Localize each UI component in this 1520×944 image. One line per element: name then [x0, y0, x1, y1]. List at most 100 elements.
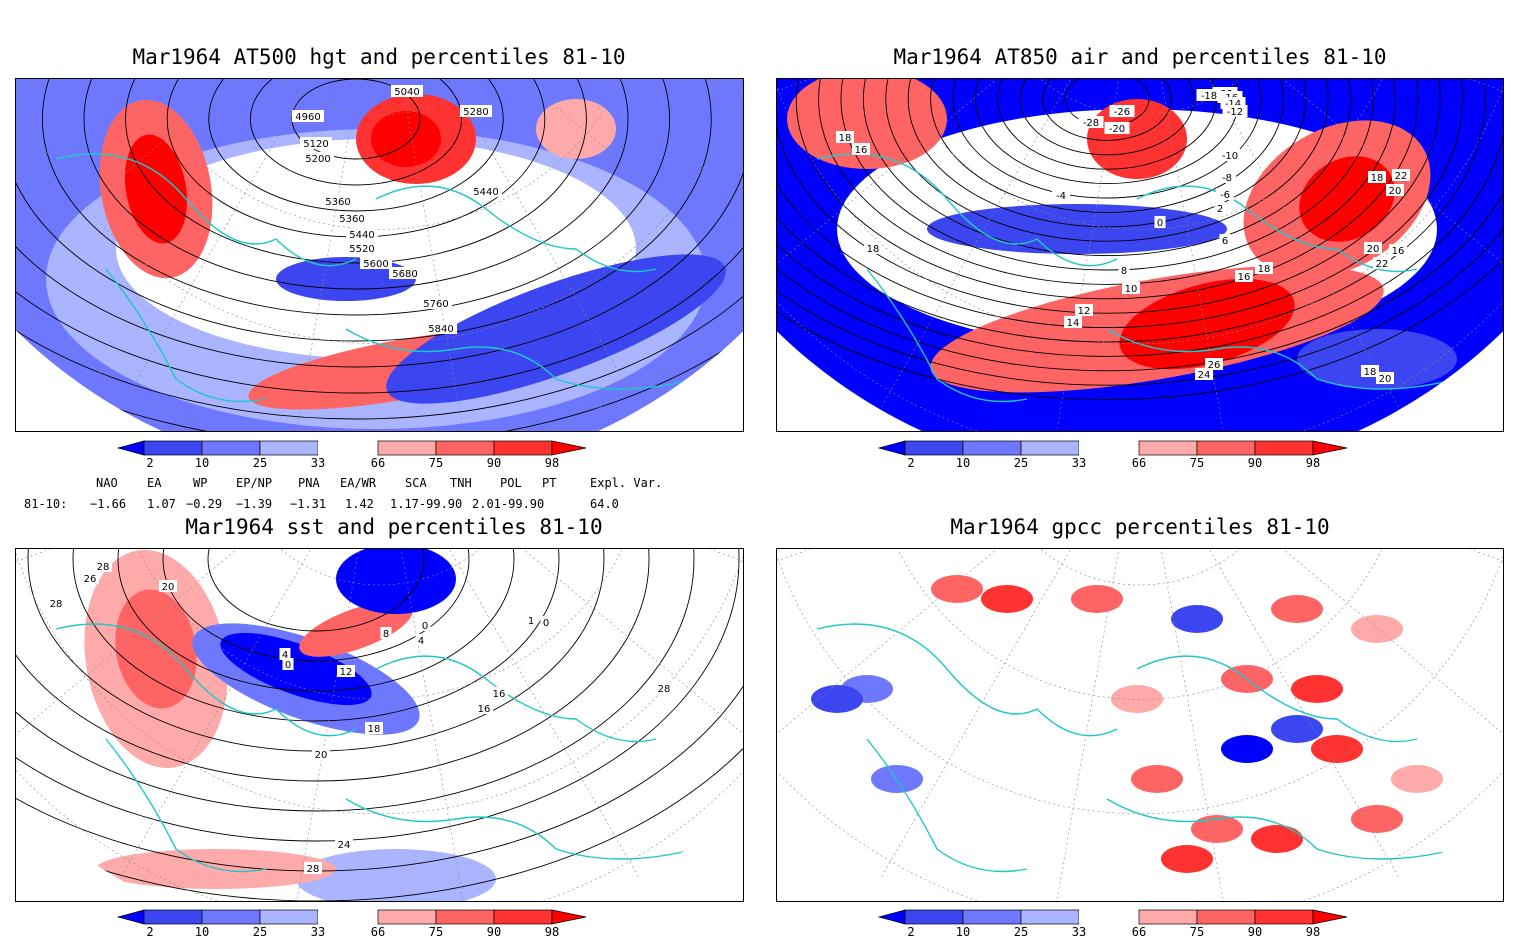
bl-contour-label: 0: [543, 618, 549, 629]
tr-label-bg: [1196, 89, 1222, 101]
bl-contour-label: 16: [493, 689, 506, 700]
colorbar-top-right: 2 10 25 33 66 75 90 98: [861, 437, 1421, 475]
longitude-gridline: [119, 79, 381, 410]
coastline: [55, 153, 357, 267]
contour-line: [777, 79, 1503, 401]
tl-label-bg: [360, 257, 392, 269]
colorbar-swatch: [1196, 909, 1256, 925]
bl-contour-label: 28: [307, 864, 320, 875]
bl-label-bg: [475, 702, 493, 714]
tr-label-bg: [1195, 368, 1213, 380]
bl-label-bg: [304, 862, 322, 874]
bl-label-bg: [335, 838, 353, 850]
bl-label-bg: [365, 722, 383, 734]
colorbar-top-left: 2 10 25 33 66 75 90 98: [100, 437, 660, 475]
bl-contour-label: 4: [282, 650, 288, 661]
longitude-gridline: [1139, 79, 1231, 431]
precip-anomaly-patch: [1271, 715, 1323, 743]
anomaly-high-west-core: [124, 134, 188, 244]
precip-anomaly-patch: [1161, 845, 1213, 873]
colorbar-swatch: [377, 909, 437, 925]
tr-contour-label: 10: [1125, 284, 1138, 295]
anomaly-low-south: [296, 849, 496, 901]
index-value-ea: 1.07: [147, 497, 176, 511]
contour-line: [777, 79, 1503, 372]
index-header-explvar: Expl. Var.: [590, 476, 663, 490]
colorbar-tick-label: 10: [195, 456, 209, 470]
longitude-gridline: [1049, 79, 1141, 431]
tr-contour-label: 18: [1258, 264, 1271, 275]
longitude-gridline: [1139, 549, 1231, 901]
bl-contour-label: 26: [84, 574, 97, 585]
precip-anomaly-patch: [1351, 805, 1403, 833]
precip-anomaly-patch: [1271, 595, 1323, 623]
bl-label-bg: [94, 560, 112, 572]
colorbar-tick-label: 75: [429, 925, 443, 939]
tr-contour-label: 20: [1389, 186, 1402, 197]
contour-line: [83, 79, 629, 290]
colorbar-tick-label: 98: [545, 925, 559, 939]
colorbar-tick-label: 98: [545, 456, 559, 470]
tr-contour-label: 12: [1078, 306, 1091, 317]
tl-contour-label: 5840: [428, 324, 453, 335]
precip-anomaly-patch: [1311, 735, 1363, 763]
tl-label-bg: [389, 267, 421, 279]
contour-line: [16, 79, 712, 342]
contour-line: [818, 79, 1396, 285]
colorbar-tick-label: 33: [311, 925, 325, 939]
precip-anomaly-patch: [1221, 735, 1273, 763]
colorbar-swatch: [1254, 909, 1314, 925]
contour-line: [777, 79, 1441, 314]
tr-contour-label: -20: [1109, 124, 1125, 135]
bl-contour-label: 0: [422, 621, 428, 632]
colorbar-tick-label: 25: [1014, 456, 1028, 470]
colorbar-tick-label: 98: [1306, 925, 1320, 939]
colorbar-swatch: [1020, 440, 1080, 456]
contour-line: [840, 79, 1374, 271]
colorbar-bottom-left: 2 10 25 33 66 75 90 98: [100, 906, 660, 944]
tr-label-bg: [1118, 264, 1130, 276]
bl-label-bg: [282, 658, 294, 670]
colorbar-tick-label: 10: [195, 925, 209, 939]
tl-label-bg: [470, 185, 502, 197]
colorbar-neutral: [318, 910, 378, 924]
tl-label-bg: [346, 228, 378, 240]
colorbar-neutral: [318, 441, 378, 455]
contour-line: [795, 79, 1419, 300]
anomaly-low-north: [336, 549, 456, 614]
colorbar-neutral: [1079, 441, 1139, 455]
tr-contour-label: -10: [1222, 151, 1238, 162]
longitude-gridline: [289, 79, 381, 431]
coastline: [55, 623, 357, 737]
colorbar-tick-label: 75: [1190, 456, 1204, 470]
colorbar-tick-label: 75: [1190, 925, 1204, 939]
coastline: [345, 328, 697, 390]
index-header-epnp: EP/NP: [236, 476, 273, 490]
bl-contour-label: 28: [658, 684, 671, 695]
colorbar-arrow-high: [551, 909, 587, 925]
tr-label-bg: [836, 131, 854, 143]
precip-anomaly-patch: [1351, 615, 1403, 643]
colorbar-arrow-low: [116, 440, 145, 456]
tr-map-area: -22-18-16-14-12-26-20-28-10-8-6-40268101…: [777, 79, 1503, 431]
tr-contour-label: 18: [867, 244, 880, 255]
longitude-gridline: [119, 549, 381, 880]
bl-contour-label: 18: [368, 724, 381, 735]
anomaly-high-ne: [536, 99, 616, 159]
colorbar-tick-label: 98: [1306, 456, 1320, 470]
contour-line: [16, 549, 740, 842]
contour-line: [16, 79, 743, 420]
tl-contour-label: 5200: [305, 154, 330, 165]
precip-anomaly-patch: [1291, 675, 1343, 703]
contour-line: [777, 79, 1486, 343]
index-value-sca: 1.17-99.90: [390, 497, 463, 511]
colorbar-tick-label: 33: [1072, 456, 1086, 470]
bl-label-bg: [380, 627, 392, 639]
colorbar-tick-label: 66: [371, 456, 385, 470]
precip-anomaly-patch: [811, 685, 863, 713]
bl-contour-label: 20: [315, 750, 328, 761]
tr-contour-label: 16: [1238, 272, 1251, 283]
contour-line: [952, 79, 1262, 199]
map-panel-850air: -22-18-16-14-12-26-20-28-10-8-6-40268101…: [776, 78, 1504, 432]
colorbar-swatch: [1254, 440, 1314, 456]
